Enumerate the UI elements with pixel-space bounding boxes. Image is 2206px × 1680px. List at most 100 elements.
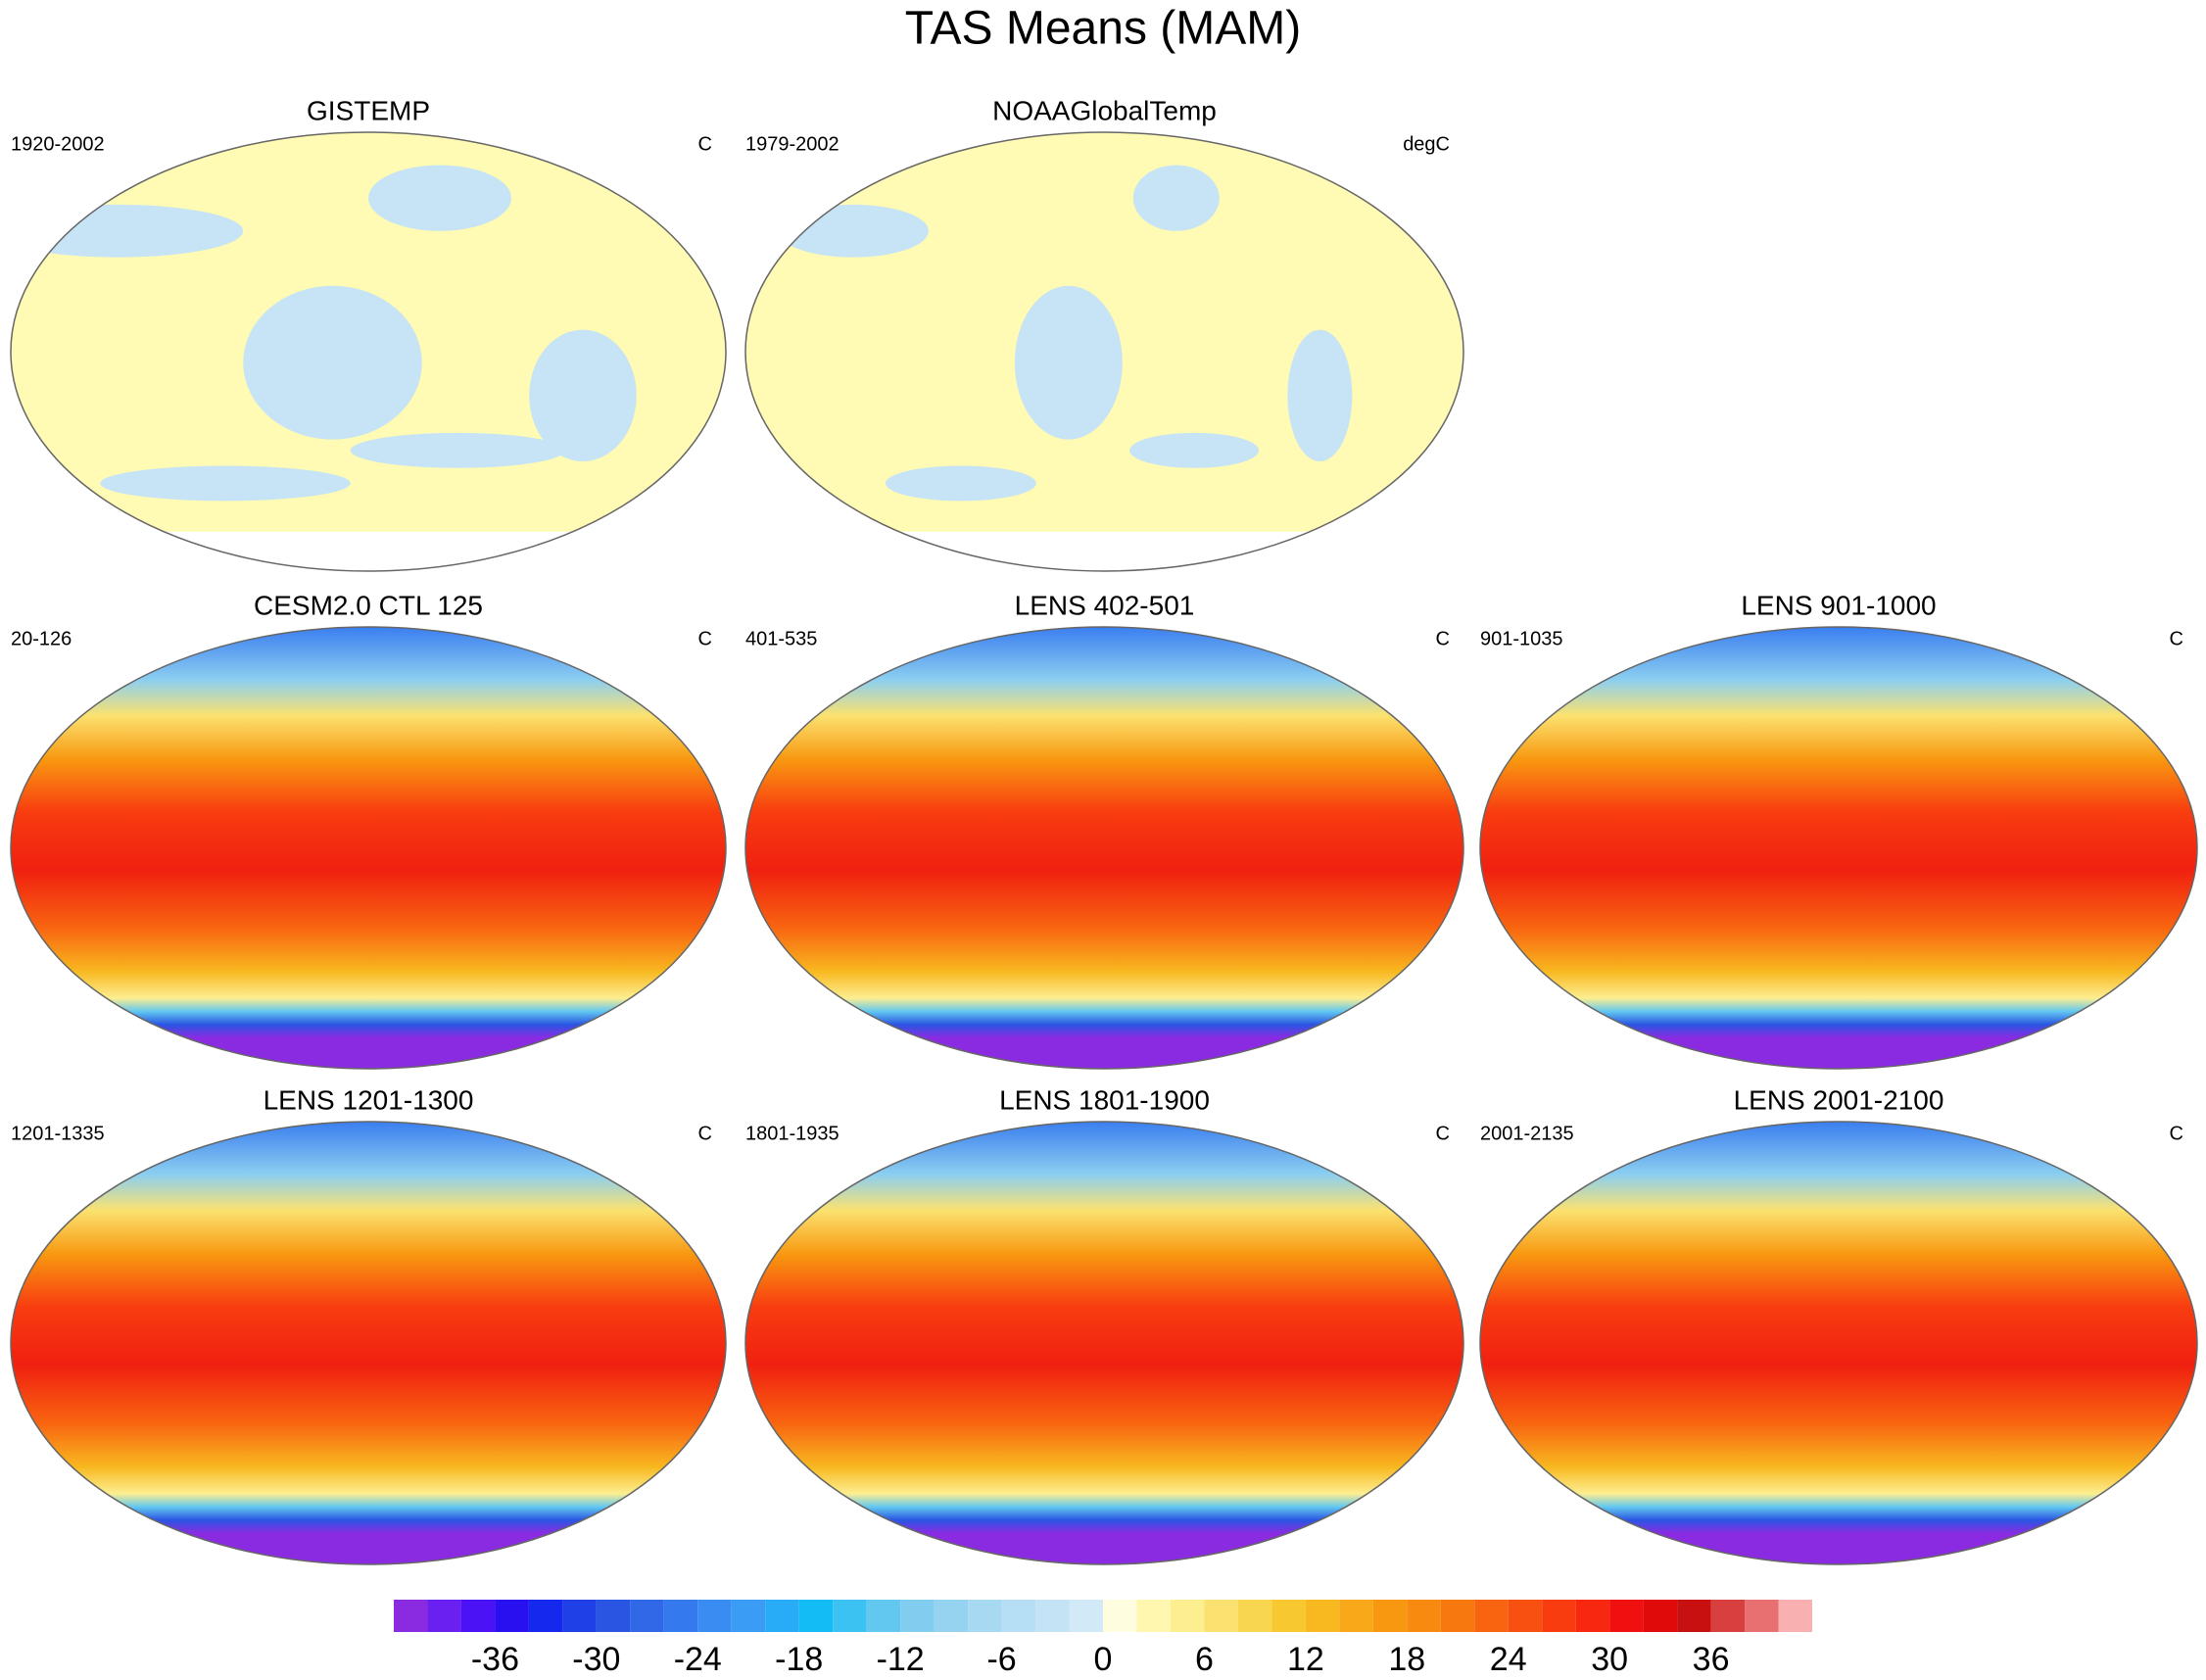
cool-region — [243, 285, 422, 440]
colorbar: -36 -30 -24 -18 -12 -6 0 6 12 18 24 30 36 — [394, 1600, 1812, 1678]
colorbar-tick-label: 30 — [1591, 1641, 1628, 1678]
panel-title: GISTEMP — [307, 95, 430, 125]
colorbar-box — [1474, 1600, 1509, 1632]
colorbar-tick-label: 12 — [1287, 1641, 1324, 1678]
map-panel: LENS 1801-1900 1801-1935 C — [744, 1084, 1464, 1565]
panel-right-label: C — [2170, 628, 2183, 649]
cool-region — [529, 329, 637, 461]
colorbar-tick-label: 0 — [1094, 1641, 1113, 1678]
map-border — [1479, 1121, 2198, 1565]
cool-region — [1132, 165, 1220, 231]
map-field — [1480, 1122, 2197, 1564]
colorbar-box — [798, 1600, 834, 1632]
colorbar-box — [697, 1600, 732, 1632]
colorbar-box — [833, 1600, 867, 1632]
cool-region — [1129, 432, 1260, 468]
panel-right-label: C — [1436, 1123, 1450, 1144]
colorbar-tick-label: -6 — [986, 1641, 1016, 1678]
panel-title: NOAAGlobalTemp — [992, 95, 1217, 125]
colorbar-tick-label: -36 — [471, 1641, 519, 1678]
colorbar-box — [630, 1600, 664, 1632]
cool-region — [1287, 329, 1353, 461]
panel-left-label: 1801-1935 — [745, 1123, 839, 1144]
map-panel: LENS 402-501 401-535 C — [744, 590, 1464, 1070]
colorbar-box — [1204, 1600, 1238, 1632]
map-panel: LENS 1201-1300 1201-1335 C — [10, 1084, 727, 1565]
map-field — [1480, 627, 2197, 1069]
colorbar-box — [1710, 1600, 1746, 1632]
panel-right-label: C — [698, 628, 712, 649]
cool-region — [777, 204, 929, 258]
colorbar-box — [1069, 1600, 1103, 1632]
colorbar-box — [1677, 1600, 1711, 1632]
colorbar-box — [1575, 1600, 1610, 1632]
map-panel: CESM2.0 CTL 125 20-126 C — [10, 590, 727, 1070]
colorbar-box — [1136, 1600, 1171, 1632]
map-panel: LENS 2001-2100 2001-2135 C — [1479, 1084, 2198, 1565]
panels: GISTEMP 1920-2002 C NOAAGlobalTemp 1979-2002… — [10, 95, 2198, 1565]
colorbar-box — [900, 1600, 935, 1632]
panel-title: LENS 1201-1300 — [264, 1084, 474, 1115]
panel-title: LENS 402-501 — [1015, 590, 1195, 620]
colorbar-box — [1035, 1600, 1070, 1632]
colorbar-box — [394, 1600, 428, 1632]
map-border — [10, 1121, 727, 1565]
panel-left-label: 1979-2002 — [745, 133, 839, 155]
cool-region — [1014, 285, 1123, 440]
cool-region — [11, 204, 244, 258]
map-border — [744, 1121, 1464, 1565]
map-panel: GISTEMP 1920-2002 C — [10, 95, 727, 572]
map-panel: LENS 901-1000 901-1035 C — [1479, 590, 2198, 1070]
cool-region — [350, 432, 565, 468]
colorbar-box — [495, 1600, 529, 1632]
panel-left-label: 401-535 — [745, 628, 817, 649]
panel-right-label: C — [2170, 1123, 2183, 1144]
colorbar-box — [1339, 1600, 1373, 1632]
colorbar-box — [1508, 1600, 1543, 1632]
colorbar-box — [1542, 1600, 1576, 1632]
figure-title: TAS Means (MAM) — [905, 3, 1301, 55]
colorbar-box — [663, 1600, 698, 1632]
map-field — [745, 627, 1463, 1069]
colorbar-box — [1271, 1600, 1306, 1632]
colorbar-tick-label: 36 — [1693, 1641, 1730, 1678]
colorbar-box — [1778, 1600, 1812, 1632]
panel-right-label: C — [698, 1123, 712, 1144]
colorbar-box — [1440, 1600, 1475, 1632]
panel-title: LENS 1801-1900 — [999, 1084, 1210, 1115]
panel-title: LENS 2001-2100 — [1734, 1084, 1944, 1115]
colorbar-box — [427, 1600, 461, 1632]
colorbar-tick-label: 6 — [1195, 1641, 1214, 1678]
cool-region — [885, 465, 1036, 502]
colorbar-box — [1305, 1600, 1340, 1632]
panel-title: CESM2.0 CTL 125 — [254, 590, 483, 620]
colorbar-box — [968, 1600, 1002, 1632]
panel-right-label: degC — [1403, 133, 1450, 155]
map-field — [745, 1122, 1463, 1564]
colorbar-box — [731, 1600, 766, 1632]
panel-left-label: 901-1035 — [1480, 628, 1563, 649]
map-border — [744, 131, 1464, 572]
colorbar-box — [460, 1600, 496, 1632]
colorbar-box — [934, 1600, 969, 1632]
colorbar-tick-label: 18 — [1388, 1641, 1425, 1678]
map-border — [1479, 626, 2198, 1070]
colorbar-box — [1170, 1600, 1205, 1632]
cool-region — [100, 465, 351, 502]
colorbar-box — [528, 1600, 563, 1632]
panel-left-label: 1201-1335 — [11, 1123, 105, 1144]
colorbar-tick-label: -30 — [572, 1641, 620, 1678]
missing-region — [11, 531, 726, 571]
cool-region — [368, 165, 511, 231]
missing-region — [745, 531, 1463, 571]
colorbar-tick-label: -24 — [674, 1641, 722, 1678]
colorbar-box — [765, 1600, 799, 1632]
panel-left-label: 2001-2135 — [1480, 1123, 1574, 1144]
colorbar-box — [1237, 1600, 1272, 1632]
colorbar-box — [1372, 1600, 1408, 1632]
panel-title: LENS 901-1000 — [1741, 590, 1936, 620]
colorbar-box — [1609, 1600, 1644, 1632]
map-border — [744, 626, 1464, 1070]
colorbar-box — [1103, 1600, 1137, 1632]
colorbar-tick-label: 24 — [1490, 1641, 1527, 1678]
